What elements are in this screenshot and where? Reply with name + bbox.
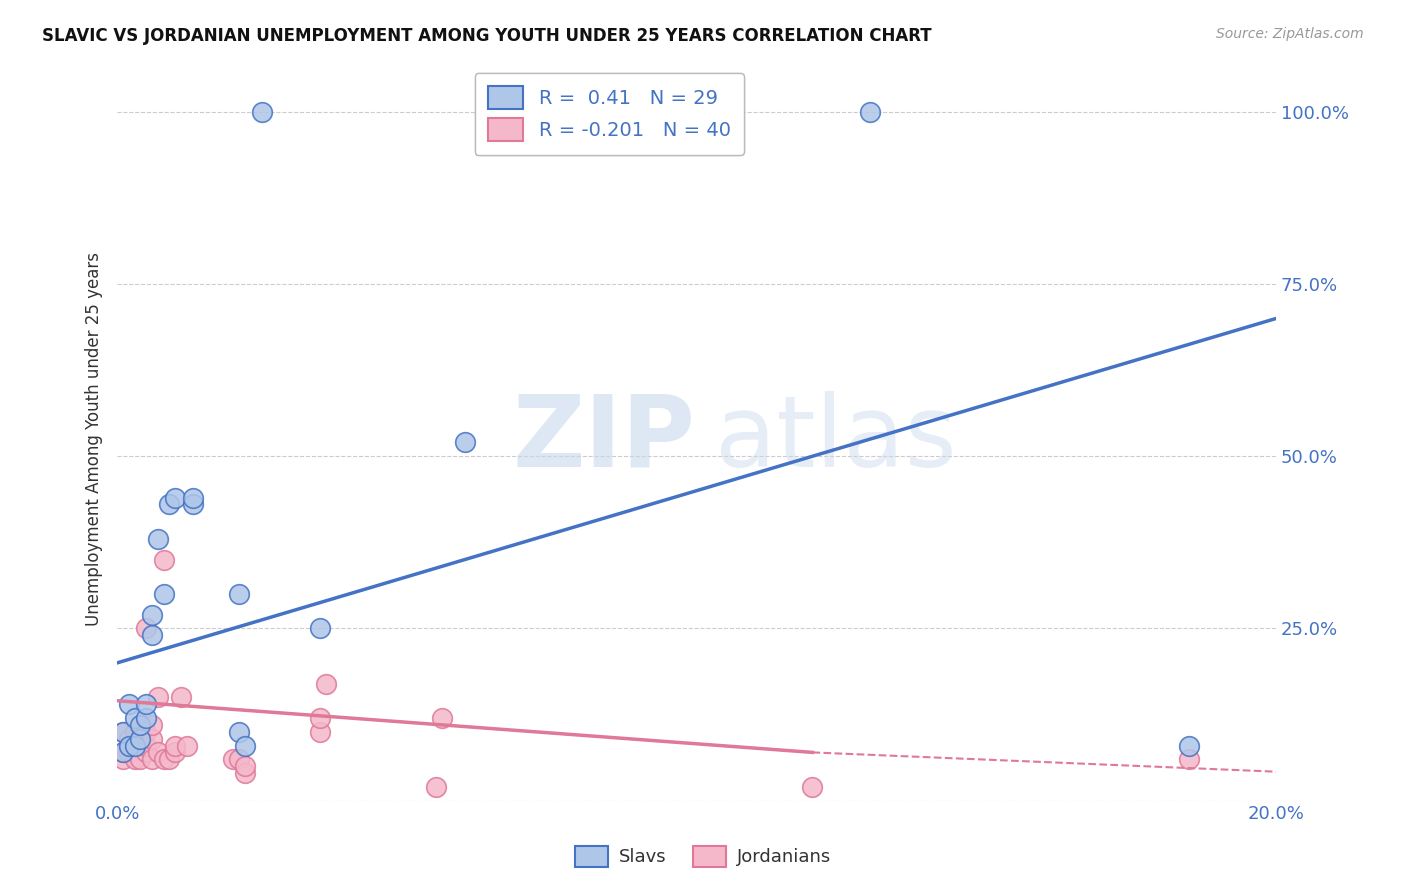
Point [135, 697, 157, 711]
Point [222, 752, 245, 766]
Point [129, 718, 152, 732]
Point [118, 739, 141, 753]
Point [157, 498, 180, 512]
Point [165, 739, 187, 753]
Point [129, 731, 152, 746]
Point [124, 752, 146, 766]
Point [181, 491, 204, 505]
Point [118, 746, 141, 760]
Point [146, 746, 169, 760]
Point [111, 724, 134, 739]
Point [315, 676, 337, 690]
Point [801, 780, 824, 794]
Point [146, 690, 169, 705]
Point [250, 104, 273, 119]
Point [1178, 739, 1201, 753]
Point [118, 739, 141, 753]
Point [129, 731, 152, 746]
Legend: Slavs, Jordanians: Slavs, Jordanians [568, 838, 838, 874]
Text: SLAVIC VS JORDANIAN UNEMPLOYMENT AMONG YOUTH UNDER 25 YEARS CORRELATION CHART: SLAVIC VS JORDANIAN UNEMPLOYMENT AMONG Y… [42, 27, 932, 45]
Point [309, 711, 332, 725]
Point [141, 752, 163, 766]
Point [425, 780, 447, 794]
Point [233, 739, 256, 753]
Point [228, 752, 250, 766]
Point [118, 697, 141, 711]
Point [135, 739, 157, 753]
Point [124, 711, 146, 725]
Point [152, 752, 174, 766]
Point [135, 711, 157, 725]
Point [124, 739, 146, 753]
Point [176, 739, 198, 753]
Point [309, 724, 332, 739]
Point [111, 746, 134, 760]
Point [233, 759, 256, 773]
Point [124, 739, 146, 753]
Point [111, 746, 134, 760]
Point [170, 690, 193, 705]
Y-axis label: Unemployment Among Youth under 25 years: Unemployment Among Youth under 25 years [86, 252, 103, 626]
Point [141, 731, 163, 746]
Point [124, 724, 146, 739]
Point [135, 746, 157, 760]
Point [141, 607, 163, 622]
Point [454, 435, 477, 450]
Point [135, 724, 157, 739]
Point [165, 746, 187, 760]
Point [430, 711, 453, 725]
Text: atlas: atlas [714, 391, 956, 488]
Point [165, 491, 187, 505]
Point [129, 752, 152, 766]
Point [1178, 752, 1201, 766]
Point [141, 718, 163, 732]
Point [152, 587, 174, 601]
Point [228, 587, 250, 601]
Point [146, 532, 169, 546]
Point [181, 498, 204, 512]
Point [111, 724, 134, 739]
Point [141, 628, 163, 642]
Point [135, 622, 157, 636]
Point [111, 752, 134, 766]
Point [228, 724, 250, 739]
Point [309, 622, 332, 636]
Legend: R =  0.41   N = 29, R = -0.201   N = 40: R = 0.41 N = 29, R = -0.201 N = 40 [475, 73, 744, 154]
Point [859, 104, 882, 119]
Point [157, 752, 180, 766]
Point [233, 766, 256, 780]
Point [118, 731, 141, 746]
Text: Source: ZipAtlas.com: Source: ZipAtlas.com [1216, 27, 1364, 41]
Text: ZIP: ZIP [512, 391, 696, 488]
Point [152, 552, 174, 566]
